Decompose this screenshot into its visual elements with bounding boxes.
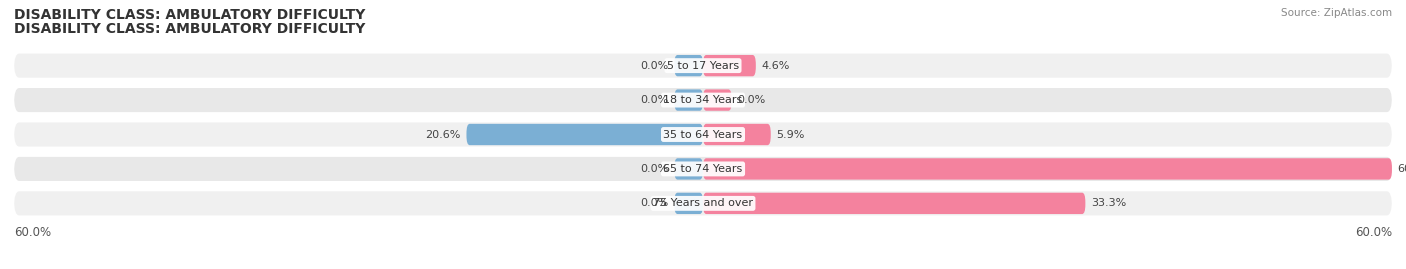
FancyBboxPatch shape — [14, 54, 1392, 78]
FancyBboxPatch shape — [675, 55, 703, 76]
Text: 35 to 64 Years: 35 to 64 Years — [664, 129, 742, 140]
FancyBboxPatch shape — [14, 191, 1392, 215]
FancyBboxPatch shape — [14, 88, 1392, 112]
Text: 60.0%: 60.0% — [1355, 226, 1392, 239]
Text: 0.0%: 0.0% — [640, 61, 669, 71]
Text: 5.9%: 5.9% — [776, 129, 804, 140]
Text: 0.0%: 0.0% — [738, 95, 766, 105]
FancyBboxPatch shape — [675, 193, 703, 214]
FancyBboxPatch shape — [703, 124, 770, 145]
Text: 65 to 74 Years: 65 to 74 Years — [664, 164, 742, 174]
FancyBboxPatch shape — [467, 124, 703, 145]
Text: 5 to 17 Years: 5 to 17 Years — [666, 61, 740, 71]
FancyBboxPatch shape — [703, 193, 1085, 214]
FancyBboxPatch shape — [675, 89, 703, 111]
FancyBboxPatch shape — [703, 89, 731, 111]
Text: 33.3%: 33.3% — [1091, 198, 1126, 208]
Text: 60.0%: 60.0% — [14, 226, 51, 239]
Text: 0.0%: 0.0% — [640, 164, 669, 174]
Text: 4.6%: 4.6% — [762, 61, 790, 71]
Text: 18 to 34 Years: 18 to 34 Years — [664, 95, 742, 105]
FancyBboxPatch shape — [675, 158, 703, 180]
FancyBboxPatch shape — [703, 55, 756, 76]
Text: 20.6%: 20.6% — [426, 129, 461, 140]
Text: DISABILITY CLASS: AMBULATORY DIFFICULTY: DISABILITY CLASS: AMBULATORY DIFFICULTY — [14, 22, 366, 36]
FancyBboxPatch shape — [703, 158, 1392, 180]
Text: 60.0%: 60.0% — [1398, 164, 1406, 174]
Text: 0.0%: 0.0% — [640, 198, 669, 208]
Text: Source: ZipAtlas.com: Source: ZipAtlas.com — [1281, 8, 1392, 18]
FancyBboxPatch shape — [14, 122, 1392, 147]
Text: 75 Years and over: 75 Years and over — [652, 198, 754, 208]
Text: 0.0%: 0.0% — [640, 95, 669, 105]
Text: DISABILITY CLASS: AMBULATORY DIFFICULTY: DISABILITY CLASS: AMBULATORY DIFFICULTY — [14, 8, 366, 22]
FancyBboxPatch shape — [14, 157, 1392, 181]
